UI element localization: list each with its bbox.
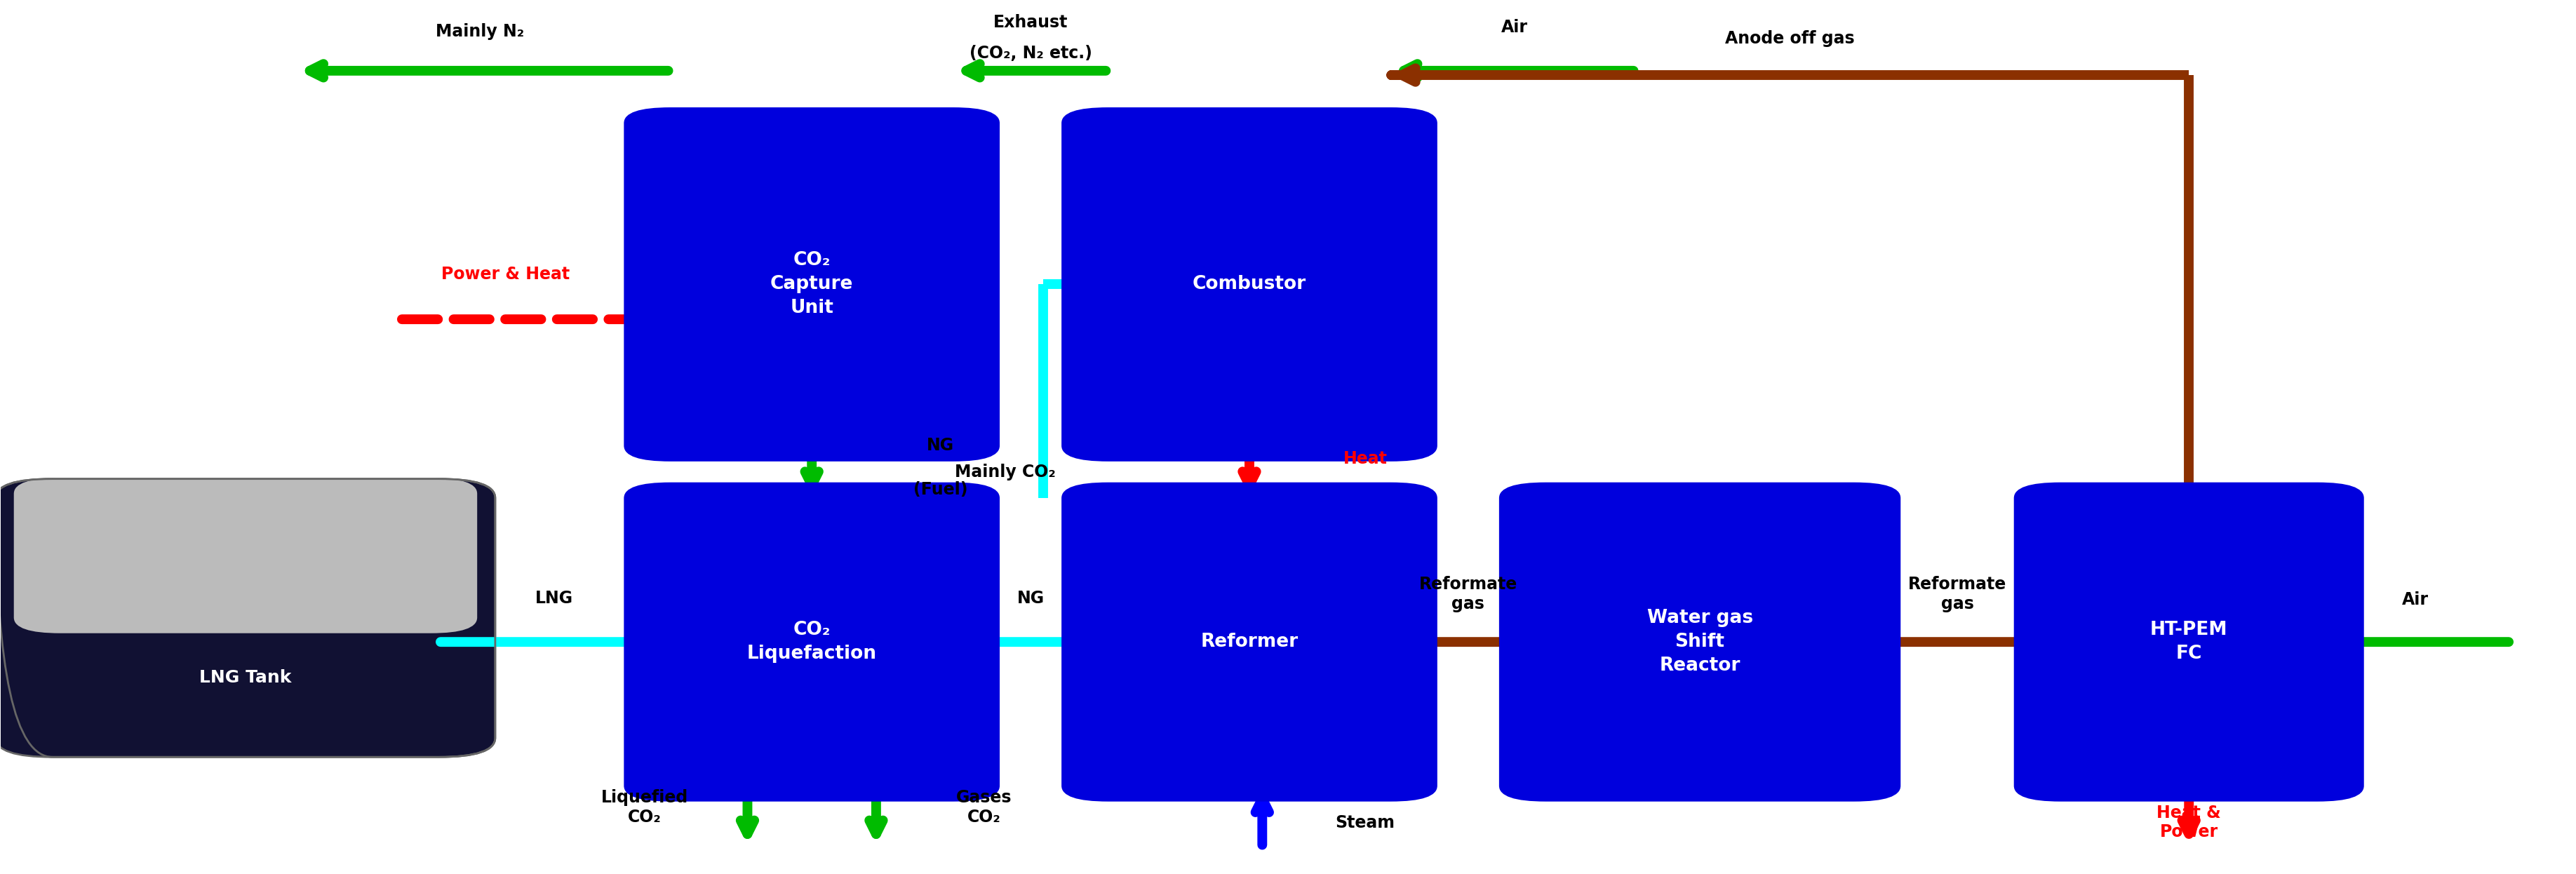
Text: Anode off gas: Anode off gas [1726,30,1855,47]
Text: Power & Heat: Power & Heat [440,266,569,282]
FancyBboxPatch shape [0,479,495,757]
Text: Steam: Steam [1334,814,1396,831]
Text: Water gas
Shift
Reactor: Water gas Shift Reactor [1646,609,1752,675]
FancyBboxPatch shape [1061,108,1437,461]
Text: (CO₂, N₂ etc.): (CO₂, N₂ etc.) [969,45,1092,62]
Text: Combustor: Combustor [1193,275,1306,294]
Text: Reformate
gas: Reformate gas [1419,576,1517,612]
Text: HT-PEM
FC: HT-PEM FC [2151,621,2228,663]
Text: Reformate
gas: Reformate gas [1909,576,2007,612]
Text: CO₂
Capture
Unit: CO₂ Capture Unit [770,252,853,317]
Text: Gases
CO₂: Gases CO₂ [956,789,1012,826]
Text: CO₂
Liquefaction: CO₂ Liquefaction [747,621,876,663]
FancyBboxPatch shape [2014,482,2365,801]
Text: NG: NG [927,437,953,454]
Text: LNG: LNG [536,590,574,607]
FancyBboxPatch shape [1499,482,1901,801]
Text: Mainly N₂: Mainly N₂ [435,23,523,40]
Text: (Fuel): (Fuel) [914,481,969,497]
FancyBboxPatch shape [1061,482,1437,801]
Text: Liquefied
CO₂: Liquefied CO₂ [600,789,688,826]
Text: Mainly CO₂: Mainly CO₂ [956,463,1056,481]
FancyBboxPatch shape [623,108,999,461]
Text: LNG Tank: LNG Tank [198,669,291,686]
Text: NG: NG [1018,590,1043,607]
Text: Air: Air [1502,18,1528,36]
Text: Reformer: Reformer [1200,633,1298,651]
Text: Air: Air [2401,592,2429,608]
FancyBboxPatch shape [623,482,999,801]
Text: Exhaust: Exhaust [994,14,1069,31]
FancyBboxPatch shape [13,478,477,633]
Text: Heat: Heat [1342,450,1388,468]
Text: Heat &
Power: Heat & Power [2156,804,2221,841]
